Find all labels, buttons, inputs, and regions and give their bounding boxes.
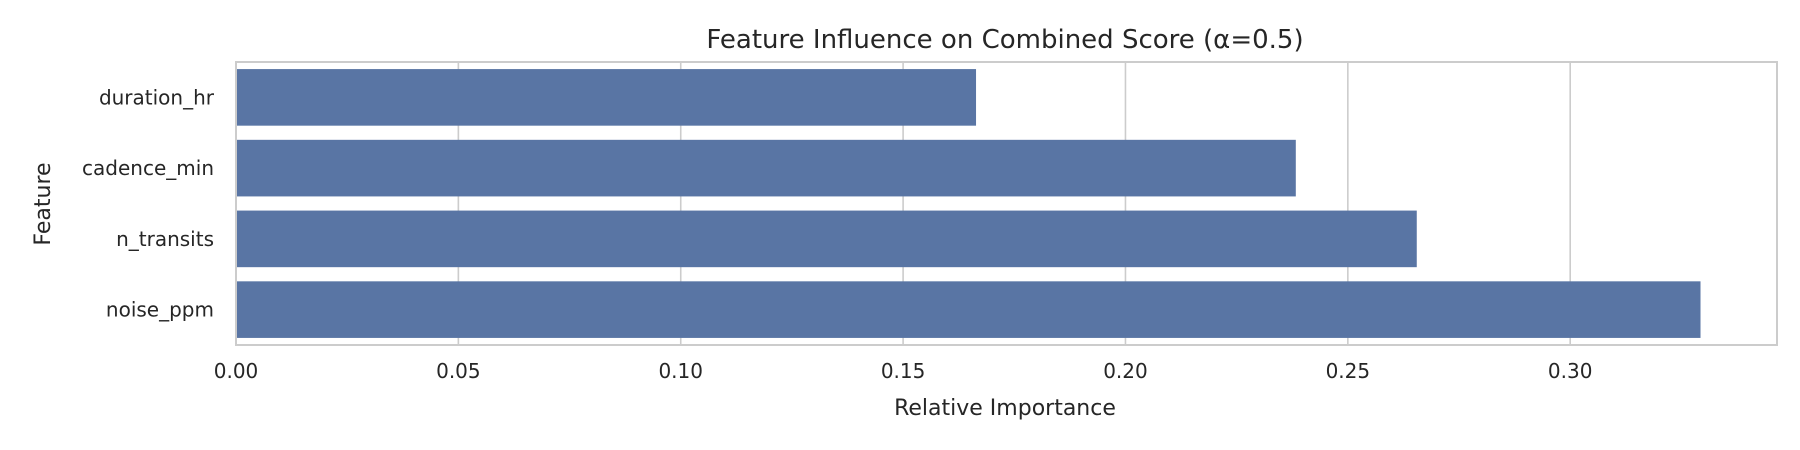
bar-duration-hr xyxy=(236,69,977,126)
y-tick-label: n_transits xyxy=(116,227,214,251)
x-tick-label: 0.30 xyxy=(1548,359,1593,383)
x-tick-label: 0.10 xyxy=(658,359,703,383)
bars xyxy=(236,69,1701,338)
chart-title: Feature Influence on Combined Score (α=0… xyxy=(706,25,1303,55)
x-tick-label: 0.25 xyxy=(1326,359,1371,383)
x-tick-label: 0.00 xyxy=(214,359,259,383)
x-axis-label: Relative Importance xyxy=(894,396,1116,421)
x-tick-labels: 0.00 0.05 0.10 0.15 0.20 0.25 0.30 xyxy=(214,359,1593,383)
bar-cadence-min xyxy=(236,139,1296,197)
y-axis-label: Feature xyxy=(31,162,56,245)
bar-noise-ppm xyxy=(236,281,1701,338)
y-tick-label: noise_ppm xyxy=(106,298,214,322)
y-tick-label: duration_hr xyxy=(99,85,215,109)
x-tick-label: 0.20 xyxy=(1103,359,1148,383)
y-tick-labels: duration_hr cadence_min n_transits noise_pp… xyxy=(82,85,215,321)
bar-n-transits xyxy=(236,210,1417,268)
x-tick-label: 0.15 xyxy=(881,359,926,383)
plot-frame xyxy=(235,61,1778,346)
y-tick-label: cadence_min xyxy=(82,156,214,180)
x-tick-label: 0.05 xyxy=(436,359,481,383)
